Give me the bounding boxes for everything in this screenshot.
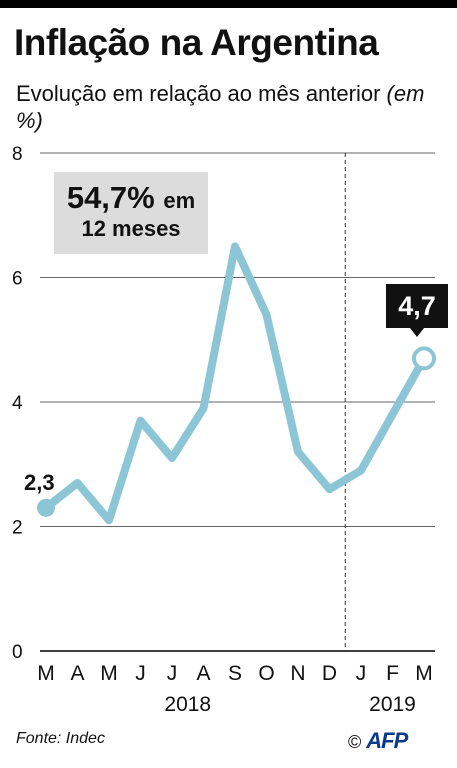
- x-tick-label: J: [135, 662, 146, 685]
- first-point-marker: [37, 498, 55, 517]
- x-tick-label: M: [100, 662, 118, 685]
- year-label: 2019: [369, 693, 416, 716]
- x-tick-label: J: [356, 662, 367, 685]
- series-line-path: [42, 242, 428, 525]
- annual-inflation-callout: 54,7% em 12 meses: [54, 172, 208, 254]
- grid-lines: [40, 152, 435, 652]
- x-tick-label: S: [228, 662, 242, 685]
- callout-period: 12 meses: [81, 216, 181, 241]
- year-label: 2018: [164, 693, 211, 716]
- callout-value-suffix: em: [163, 188, 196, 213]
- x-tick-label: N: [290, 662, 305, 685]
- y-tick-label: 2: [12, 518, 23, 539]
- y-tick-label: 6: [12, 269, 23, 290]
- subtitle-text: Evolução em relação ao mês anterior: [16, 81, 381, 106]
- x-tick-label: F: [386, 662, 399, 685]
- afp-logo: AFP: [366, 728, 408, 753]
- chart-title: Inflação na Argentina: [14, 22, 379, 63]
- callout-value-line: 54,7% em: [54, 180, 208, 216]
- last-point-label: 4,7: [386, 284, 448, 337]
- top-bar: [0, 0, 457, 8]
- credit: © AFP: [348, 728, 408, 754]
- source-note: Fonte: Indec: [16, 730, 105, 747]
- copyright-symbol: ©: [348, 732, 362, 752]
- chart-subtitle: Evolução em relação ao mês anterior (em …: [16, 80, 436, 134]
- x-tick-label: A: [70, 662, 84, 685]
- x-tick-label: J: [167, 662, 178, 685]
- x-tick-label: M: [37, 662, 55, 685]
- y-axis-ticks: 0 2 4 6 8: [12, 144, 23, 663]
- x-tick-label: O: [258, 662, 274, 685]
- x-tick-label: D: [322, 662, 337, 685]
- year-labels: 2018 2019: [164, 693, 415, 716]
- y-tick-label: 4: [12, 393, 23, 414]
- callout-value: 54,7%: [66, 180, 155, 215]
- first-point-label: 2,3: [24, 470, 55, 495]
- x-tick-label: A: [196, 662, 210, 685]
- series-line: [37, 242, 436, 525]
- last-point-marker: [412, 346, 436, 371]
- subtitle-unit: (em %): [16, 81, 425, 133]
- y-tick-label: 8: [12, 144, 23, 165]
- x-tick-label: M: [415, 662, 433, 685]
- y-tick-label: 0: [12, 642, 23, 663]
